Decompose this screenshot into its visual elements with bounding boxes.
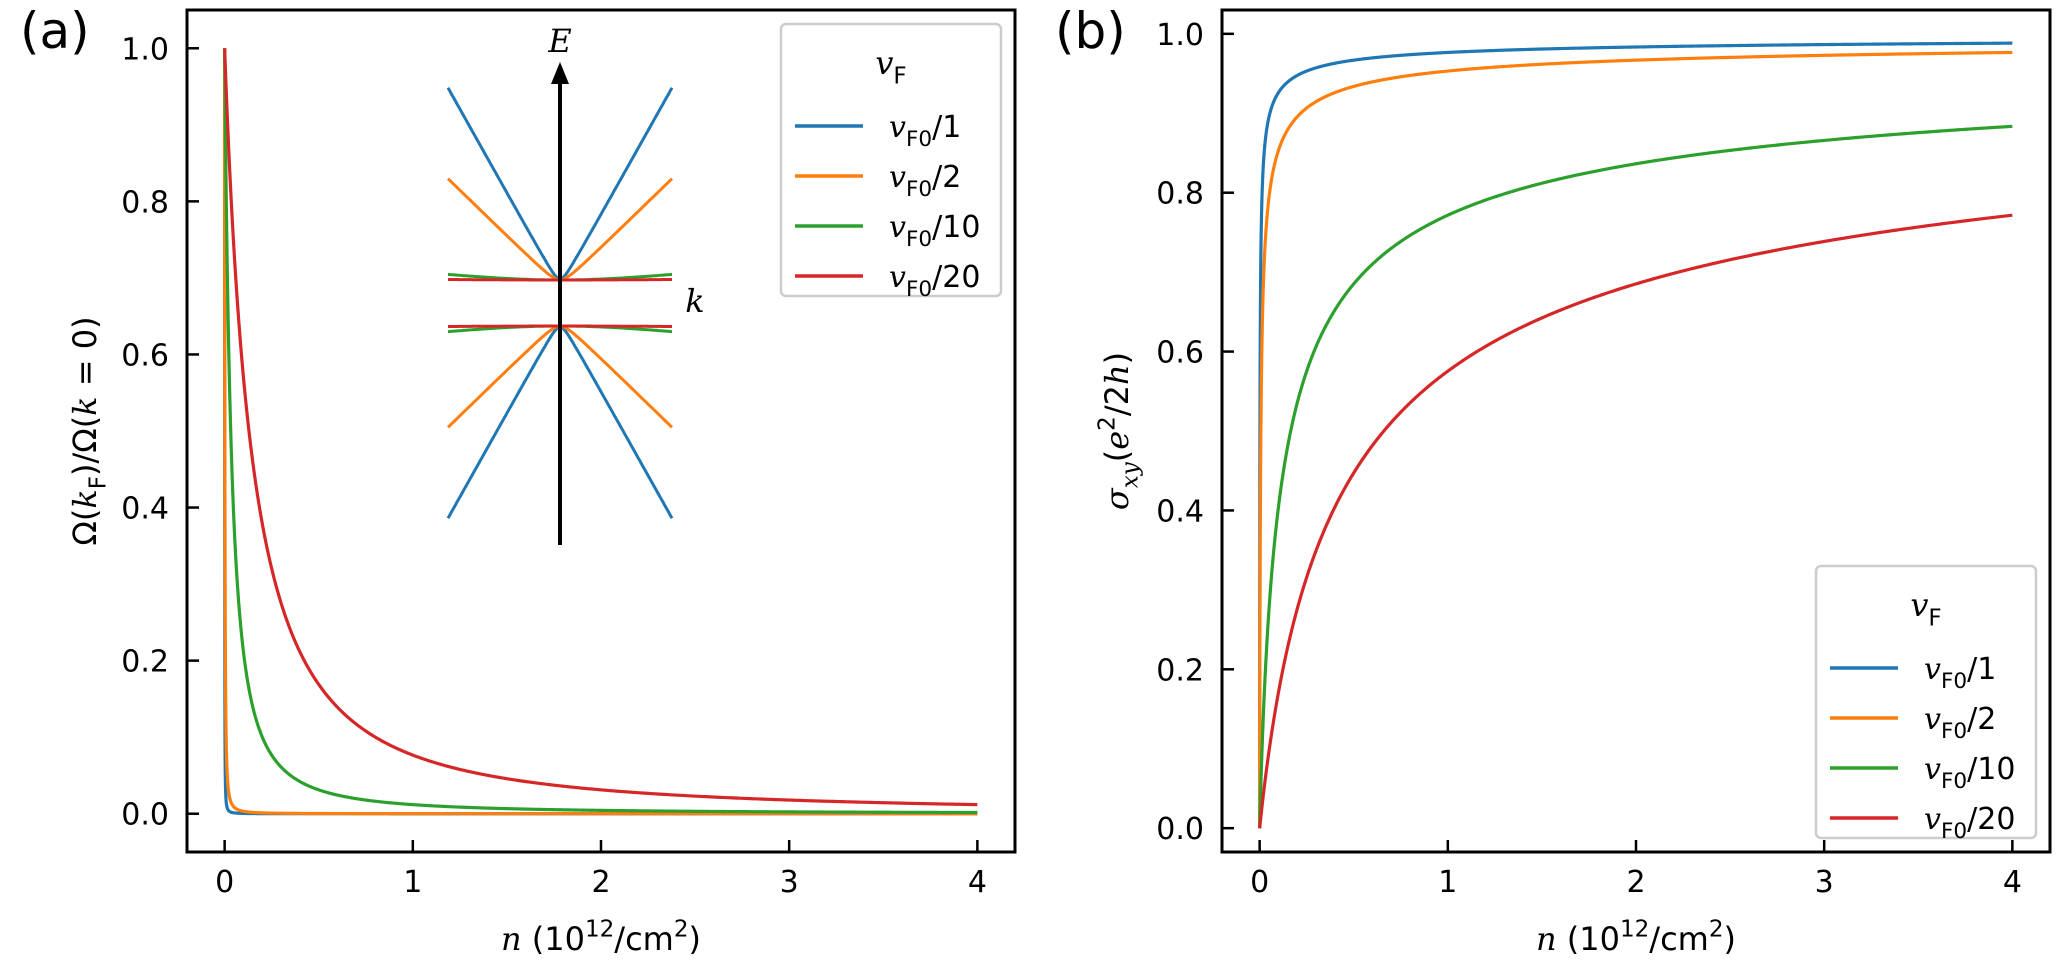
series-line-v_F0-10 xyxy=(1258,124,2013,829)
legend: vF vF0/1 vF0/2 vF0/10 vF0/20 xyxy=(1814,564,2038,844)
x-tick-label: 2 xyxy=(1626,865,1645,900)
legend-entry-v_F0-20: vF0/20 xyxy=(889,260,980,302)
y-tick-label: 0.4 xyxy=(121,492,169,527)
x-tick-label: 0 xyxy=(1250,865,1269,900)
x-tick-label: 1 xyxy=(403,865,422,900)
legend-entry-v_F0-2: vF0/2 xyxy=(1924,702,1996,744)
energy-axis-label: E xyxy=(547,22,571,60)
y-tick-label: 0.0 xyxy=(1156,812,1204,847)
x-tick-label: 3 xyxy=(780,865,799,900)
series-line-v_F0-2 xyxy=(223,48,978,816)
x-tick-label: 0 xyxy=(215,865,234,900)
legend-title: vF xyxy=(875,44,906,90)
y-tick-label: 0.6 xyxy=(1156,336,1204,371)
legend-entry-v_F0-1: vF0/1 xyxy=(889,110,961,152)
panel-a-label: (a) xyxy=(20,2,90,60)
legend-entry-v_F0-10: vF0/10 xyxy=(1924,752,2015,794)
legend-entry-v_F0-10: vF0/10 xyxy=(889,210,980,252)
y-tick-label: 1.0 xyxy=(121,32,169,67)
series-line-v_F0-10 xyxy=(223,48,978,815)
legend: vF vF0/1 vF0/2 vF0/10 vF0/20 xyxy=(779,22,1003,302)
y-tick-label: 0.4 xyxy=(1156,494,1204,529)
legend-frame xyxy=(1814,564,2038,840)
y-axis-label: Ω(kF)/Ω(k = 0) xyxy=(66,316,112,545)
y-tick-label: 0.2 xyxy=(121,645,169,680)
x-axis-label: n (1012/cm2) xyxy=(501,917,701,958)
y-tick-label: 0.8 xyxy=(1156,177,1204,212)
x-tick-label: 2 xyxy=(591,865,610,900)
series-line-v_F0-2 xyxy=(1258,50,2013,829)
energy-axis-arrowhead xyxy=(551,62,569,84)
legend-frame xyxy=(779,22,1003,298)
x-tick-label: 4 xyxy=(2003,865,2022,900)
legend-entry-v_F0-1: vF0/1 xyxy=(1924,652,1996,694)
y-tick-label: 0.8 xyxy=(121,185,169,220)
series-line-v_F0-20 xyxy=(1258,213,2013,829)
legend-entry-v_F0-2: vF0/2 xyxy=(889,160,961,202)
momentum-axis-label: k xyxy=(685,282,704,320)
x-tick-label: 1 xyxy=(1438,865,1457,900)
x-tick-label: 3 xyxy=(1815,865,1834,900)
y-tick-label: 0.2 xyxy=(1156,653,1204,688)
series-line-v_F0-20 xyxy=(223,48,978,807)
x-tick-label: 4 xyxy=(968,865,987,900)
y-axis-label: σxy(e2/2h) xyxy=(1095,352,1144,510)
series-line-v_F0-1 xyxy=(1258,41,2013,829)
inset-band-diagram: Ek xyxy=(446,22,705,545)
x-axis-label: n (1012/cm2) xyxy=(1536,917,1736,958)
legend-entry-v_F0-20: vF0/20 xyxy=(1924,802,2015,844)
legend-title: vF xyxy=(1910,586,1941,632)
y-tick-label: 0.6 xyxy=(121,338,169,373)
panel-b-axes: 0 1 2 3 4 0.0 0.2 0.4 0.6 0.8 1.0 n (1012/cm2) σxy(e… xyxy=(1095,8,2052,958)
panel-b-label: (b) xyxy=(1055,2,1126,60)
y-tick-label: 0.0 xyxy=(121,798,169,833)
y-tick-label: 1.0 xyxy=(1156,18,1204,53)
panel-a-axes: 0 1 2 3 4 0.0 0.2 0.4 0.6 0.8 1.0 n (1012/cm2) Ω(kF)… xyxy=(66,8,1017,958)
